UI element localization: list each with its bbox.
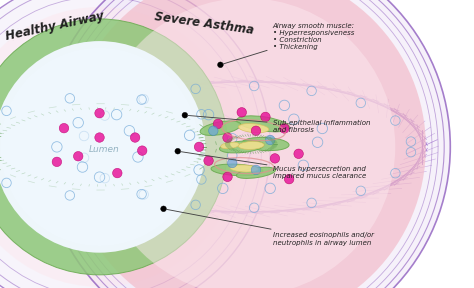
- Ellipse shape: [43, 0, 450, 288]
- Ellipse shape: [0, 19, 228, 275]
- Ellipse shape: [209, 126, 218, 135]
- Ellipse shape: [175, 148, 181, 154]
- Ellipse shape: [284, 175, 294, 184]
- Ellipse shape: [0, 19, 228, 275]
- Ellipse shape: [211, 164, 263, 176]
- Ellipse shape: [0, 48, 199, 246]
- Ellipse shape: [261, 112, 270, 122]
- Ellipse shape: [182, 112, 188, 118]
- Ellipse shape: [294, 149, 303, 158]
- Ellipse shape: [237, 108, 246, 117]
- Ellipse shape: [0, 0, 270, 288]
- Ellipse shape: [270, 154, 280, 163]
- Ellipse shape: [52, 157, 62, 166]
- Ellipse shape: [237, 116, 290, 132]
- Ellipse shape: [220, 142, 239, 149]
- Ellipse shape: [98, 0, 395, 288]
- Ellipse shape: [237, 167, 275, 179]
- Ellipse shape: [130, 133, 140, 142]
- Ellipse shape: [43, 0, 450, 288]
- Ellipse shape: [0, 7, 239, 287]
- Ellipse shape: [223, 172, 232, 181]
- Text: Healthy Airway: Healthy Airway: [4, 9, 105, 43]
- Ellipse shape: [95, 109, 104, 118]
- Ellipse shape: [251, 126, 261, 135]
- Ellipse shape: [0, 41, 205, 253]
- Ellipse shape: [238, 141, 264, 149]
- Text: Sub-epithelial inflammation
and fibrosis: Sub-epithelial inflammation and fibrosis: [188, 115, 370, 133]
- Ellipse shape: [137, 146, 147, 155]
- Ellipse shape: [0, 0, 270, 288]
- Ellipse shape: [59, 124, 69, 133]
- Ellipse shape: [67, 0, 426, 288]
- Ellipse shape: [223, 133, 232, 142]
- Text: Lumen: Lumen: [89, 145, 119, 154]
- Ellipse shape: [280, 124, 289, 133]
- Text: Mucus hypersecretion and
impaired mucus clearance: Mucus hypersecretion and impaired mucus …: [181, 151, 366, 179]
- Text: Severe Asthma: Severe Asthma: [153, 10, 255, 37]
- Ellipse shape: [242, 137, 289, 151]
- Ellipse shape: [238, 124, 269, 133]
- Ellipse shape: [204, 156, 213, 165]
- Ellipse shape: [251, 165, 261, 175]
- Ellipse shape: [219, 141, 264, 153]
- Ellipse shape: [194, 142, 204, 151]
- Ellipse shape: [73, 151, 83, 161]
- Ellipse shape: [228, 158, 237, 168]
- Ellipse shape: [265, 135, 275, 145]
- Ellipse shape: [95, 133, 104, 142]
- Text: Airway smooth muscle:
• Hyperresponsiveness
• Constriction
• Thickening: Airway smooth muscle: • Hyperresponsiven…: [223, 22, 355, 64]
- Ellipse shape: [218, 62, 223, 68]
- Text: Increased eosinophils and/or
neutrophils in airway lumen: Increased eosinophils and/or neutrophils…: [166, 209, 374, 246]
- Ellipse shape: [230, 165, 258, 172]
- Ellipse shape: [113, 168, 122, 178]
- Ellipse shape: [200, 121, 241, 135]
- Ellipse shape: [161, 206, 166, 212]
- Ellipse shape: [213, 119, 223, 128]
